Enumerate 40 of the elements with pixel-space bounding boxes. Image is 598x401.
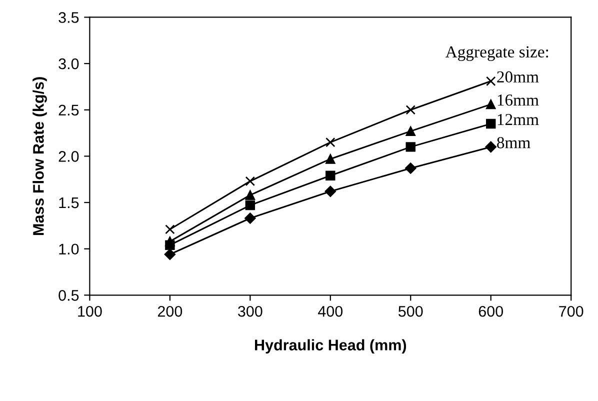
- x-tick-label: 200: [158, 306, 182, 317]
- x-tick-label: 600: [478, 306, 504, 317]
- x-tick-label: 300: [238, 306, 262, 317]
- point: [485, 141, 496, 153]
- point: [326, 170, 336, 181]
- point: [405, 162, 416, 174]
- y-axis-title: Mass Flow Rate (kg/s): [32, 77, 47, 235]
- point: [486, 118, 496, 129]
- y-tick-label: 1.0: [59, 244, 79, 255]
- y-tick-label: 1.5: [59, 198, 79, 208]
- legend-title: Aggregate size:: [445, 46, 548, 61]
- point: [245, 176, 256, 186]
- point: [326, 154, 336, 164]
- y-tick-label: 3.5: [58, 12, 79, 23]
- x-axis-title: Hydraulic Head (mm): [255, 339, 406, 354]
- x-tick-label: 100: [78, 306, 102, 317]
- series-label: 12mm: [498, 114, 539, 125]
- series-label: 8mm: [497, 137, 530, 148]
- series-label: 20mm: [497, 71, 539, 83]
- point: [326, 137, 336, 148]
- series-label: 16mm: [498, 94, 539, 106]
- y-tick-label: 2.0: [58, 151, 79, 162]
- point: [406, 126, 416, 136]
- point: [486, 99, 496, 110]
- y-tick-label: 3.0: [58, 58, 79, 70]
- point: [486, 76, 496, 86]
- y-tick-label: 2.5: [58, 104, 79, 116]
- point: [244, 212, 256, 224]
- point: [406, 142, 416, 152]
- point: [245, 190, 256, 200]
- point: [165, 224, 175, 234]
- y-tick-label: 0.5: [58, 290, 79, 301]
- point: [245, 200, 256, 210]
- point: [324, 186, 336, 197]
- x-tick-label: 500: [398, 306, 423, 317]
- point: [406, 105, 416, 115]
- x-tick-label: 700: [559, 306, 584, 317]
- x-tick-label: 400: [318, 306, 343, 317]
- point: [165, 236, 175, 246]
- point: [164, 248, 176, 260]
